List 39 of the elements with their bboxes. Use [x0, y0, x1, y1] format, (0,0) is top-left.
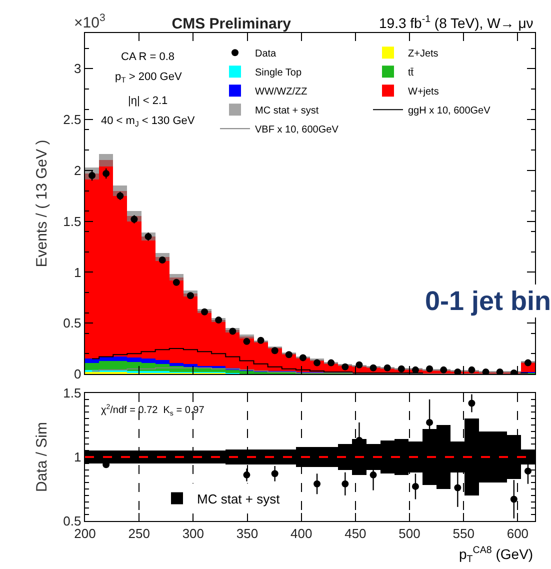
legend-label: Single Top [255, 68, 302, 79]
legend-label: WW/WZ/ZZ [255, 86, 308, 98]
legend-label: Data [255, 48, 277, 60]
legend-label: MC stat + syst [255, 106, 319, 117]
x-tick-label: 500 [398, 526, 420, 541]
annotation: p$_{T}$ > 200 GeV [115, 71, 182, 84]
chart-title: CMS Preliminary [172, 16, 292, 32]
y-tick-label: 2.5 [63, 112, 82, 128]
annotation: χ$^{2}$/ndf = 0.72 K$_{s}$ = 0.97 [101, 404, 205, 418]
y-tick-label: 3 [74, 61, 82, 76]
y-tick-label: 0 [74, 366, 82, 382]
x-tick-label: 300 [182, 526, 204, 541]
annotation: 0-1 jet bin [425, 286, 551, 316]
x-tick-label: 350 [236, 526, 258, 541]
y-tick-label: 1 [74, 450, 82, 465]
y-tick-label: 1 [74, 264, 82, 280]
y-tick-label: 0.5 [63, 316, 82, 331]
legend-label: MC stat + syst [197, 491, 280, 506]
annotation: CA R = 0.8 [121, 51, 175, 63]
x-tick-label: 250 [128, 526, 150, 541]
legend-label: ggH x 10, 600GeV [408, 106, 491, 117]
y-axis-title: Data / Sim [33, 422, 50, 492]
x-axis-title: p$_{T}$$^{CA8}$ (GeV) [459, 545, 534, 565]
legend-label: Z+Jets [408, 48, 438, 60]
y-tick-label: 1.5 [63, 386, 82, 401]
text: ×10$^{3}$ [74, 12, 106, 32]
x-tick-label: 550 [452, 526, 474, 541]
legend-label: VBF x 10, 600GeV [255, 124, 339, 136]
x-tick-label: 600 [506, 526, 529, 541]
legend-label: W+jets [408, 86, 439, 98]
annotation: 40 < m$_{J}$ < 130 GeV [101, 115, 196, 128]
x-tick-label: 400 [290, 526, 312, 541]
y-axis-title: Events / ( 13 GeV ) [33, 140, 50, 268]
chart-subtitle: 19.3 fb$^{-1}$ (8 TeV), W→ μν [379, 14, 534, 31]
x-tick-label: 450 [344, 526, 366, 541]
y-tick-label: 1.5 [63, 214, 82, 229]
annotation: |η| < 2.1 [128, 95, 168, 107]
legend-label: tt̄ [408, 67, 414, 79]
y-tick-label: 2 [74, 162, 82, 178]
